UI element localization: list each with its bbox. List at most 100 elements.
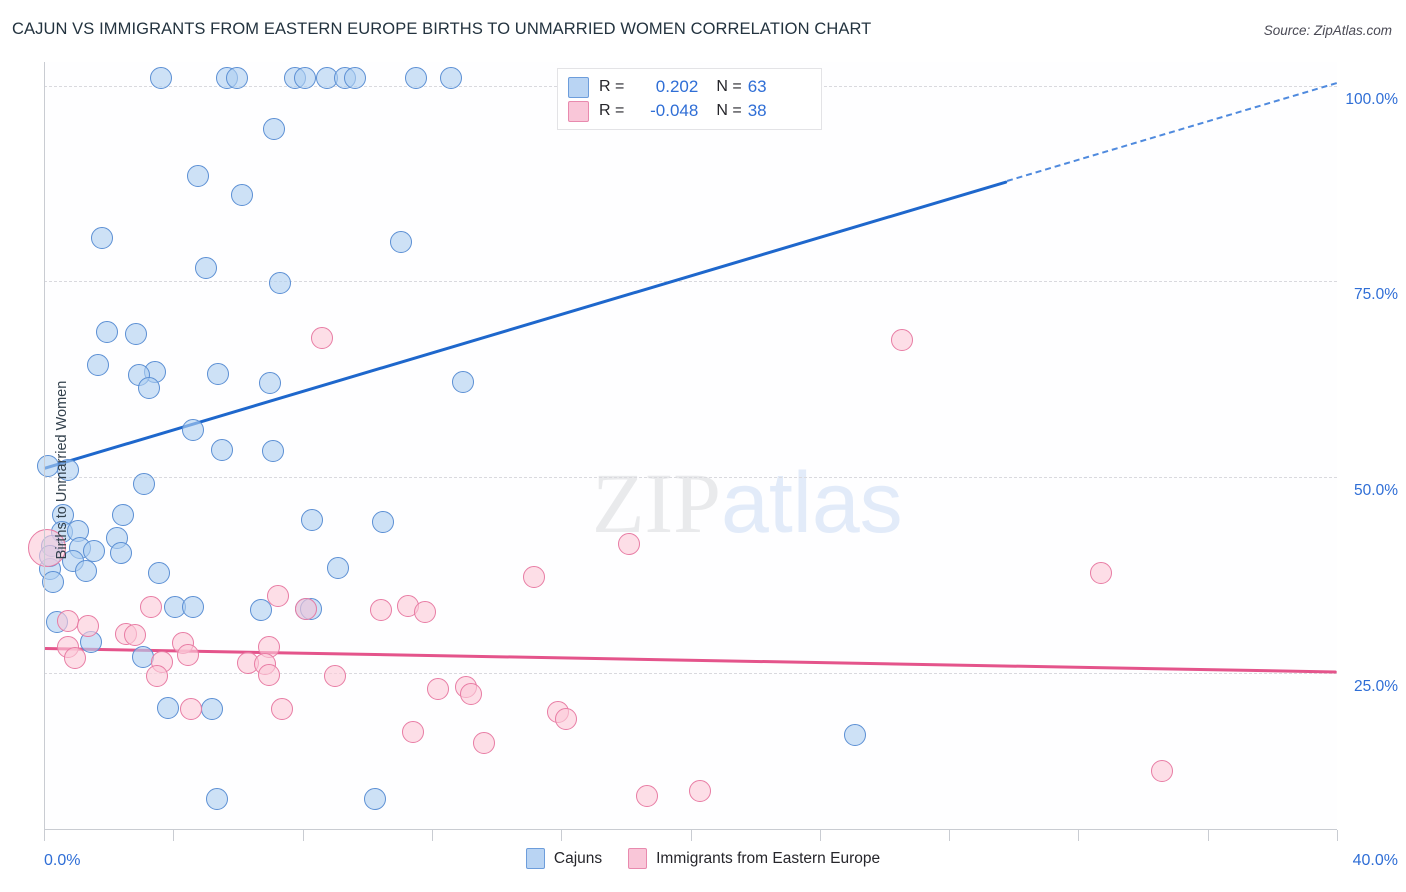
watermark-zip: ZIP (592, 455, 721, 551)
data-point[interactable] (109, 542, 132, 565)
data-point[interactable] (76, 615, 99, 638)
data-point[interactable] (205, 787, 228, 810)
data-point[interactable] (112, 503, 135, 526)
y-tick-label-0: 100.0% (1345, 90, 1398, 108)
data-point[interactable] (181, 596, 204, 619)
x-tick-5 (690, 830, 692, 841)
data-point[interactable] (555, 707, 578, 730)
data-point[interactable] (194, 257, 217, 280)
data-point[interactable] (147, 561, 170, 584)
data-point[interactable] (131, 645, 154, 668)
data-point[interactable] (231, 184, 254, 207)
correlation-stats-box: R = 0.202 N = 63 R = -0.048 N = 38 (557, 68, 822, 130)
data-point[interactable] (225, 66, 248, 89)
data-point[interactable] (75, 559, 98, 582)
data-point[interactable] (522, 565, 545, 588)
data-point[interactable] (270, 698, 293, 721)
data-point[interactable] (83, 540, 106, 562)
data-point[interactable] (96, 321, 119, 344)
data-point[interactable] (364, 787, 387, 810)
data-point[interactable] (301, 509, 324, 532)
data-point[interactable] (28, 528, 67, 567)
data-point[interactable] (326, 557, 349, 580)
data-point[interactable] (139, 596, 162, 619)
stats-r-value-cajuns: 0.202 (655, 77, 699, 96)
data-point[interactable] (176, 644, 199, 667)
stats-r-label-immigrants: R = (599, 102, 625, 119)
x-tick-4 (561, 830, 563, 841)
data-point[interactable] (259, 372, 282, 395)
page-title: CAJUN VS IMMIGRANTS FROM EASTERN EUROPE … (12, 20, 872, 38)
y-tick-label-1: 75.0% (1354, 286, 1398, 304)
data-point[interactable] (891, 329, 914, 352)
legend-label-cajuns: Cajuns (553, 849, 603, 867)
data-point[interactable] (181, 419, 204, 442)
data-point[interactable] (63, 646, 86, 669)
data-point[interactable] (180, 697, 203, 720)
data-point[interactable] (405, 66, 428, 89)
legend-swatch-cajuns (525, 848, 545, 869)
data-point[interactable] (42, 570, 65, 593)
data-point[interactable] (187, 164, 210, 187)
data-point[interactable] (372, 511, 395, 534)
data-point[interactable] (472, 732, 495, 754)
x-tick-2 (302, 830, 304, 841)
legend-swatch-immigrants (628, 848, 648, 869)
data-point[interactable] (133, 472, 156, 495)
zipatlas-watermark: ZIPatlas (592, 460, 903, 546)
data-point[interactable] (618, 532, 641, 555)
data-point[interactable] (124, 322, 147, 345)
data-point[interactable] (1151, 760, 1174, 783)
data-point[interactable] (150, 66, 173, 89)
x-tick-8 (1078, 830, 1080, 841)
data-point[interactable] (263, 117, 286, 140)
stats-r-value-immigrants: -0.048 (650, 101, 699, 120)
data-point[interactable] (123, 623, 146, 646)
x-axis-line (44, 829, 1337, 830)
data-point[interactable] (459, 683, 482, 706)
data-point[interactable] (206, 362, 229, 385)
stats-row-cajuns: R = 0.202 N = 63 (568, 75, 811, 99)
series-legend: Cajuns Immigrants from Eastern Europe (0, 848, 1406, 869)
data-point[interactable] (295, 598, 318, 620)
data-point[interactable] (87, 354, 110, 377)
data-point[interactable] (401, 721, 424, 744)
x-tick-9 (1207, 830, 1209, 841)
data-point[interactable] (294, 66, 317, 89)
data-point[interactable] (257, 663, 280, 686)
data-point[interactable] (439, 66, 462, 89)
data-point[interactable] (57, 458, 80, 481)
stats-n-label-immigrants: N = (716, 102, 742, 119)
data-point[interactable] (146, 664, 169, 687)
data-point[interactable] (57, 609, 80, 632)
data-point[interactable] (157, 696, 180, 719)
data-point[interactable] (689, 779, 712, 802)
data-point[interactable] (451, 370, 474, 393)
data-point[interactable] (268, 271, 291, 294)
data-point[interactable] (310, 326, 333, 349)
data-point[interactable] (91, 227, 114, 250)
data-point[interactable] (210, 438, 233, 461)
data-point[interactable] (267, 585, 290, 608)
data-point[interactable] (323, 665, 346, 688)
data-point[interactable] (1090, 561, 1113, 584)
data-point[interactable] (261, 439, 284, 462)
watermark-atlas: atlas (721, 455, 903, 551)
legend-item-immigrants[interactable]: Immigrants from Eastern Europe (628, 848, 880, 869)
data-point[interactable] (344, 66, 367, 89)
stats-n-value-cajuns: 63 (747, 77, 767, 96)
data-point[interactable] (369, 598, 392, 621)
stats-swatch-immigrants (568, 100, 589, 122)
data-point[interactable] (844, 724, 867, 747)
x-tick-3 (431, 830, 433, 841)
data-point[interactable] (390, 231, 413, 254)
data-point[interactable] (249, 598, 272, 621)
data-point[interactable] (201, 698, 224, 721)
data-point[interactable] (138, 377, 161, 399)
data-point[interactable] (635, 785, 658, 808)
data-point[interactable] (427, 677, 450, 700)
gridline-75 (44, 281, 1337, 283)
legend-item-cajuns[interactable]: Cajuns (525, 848, 603, 869)
y-axis-line (44, 62, 45, 830)
data-point[interactable] (414, 601, 437, 624)
